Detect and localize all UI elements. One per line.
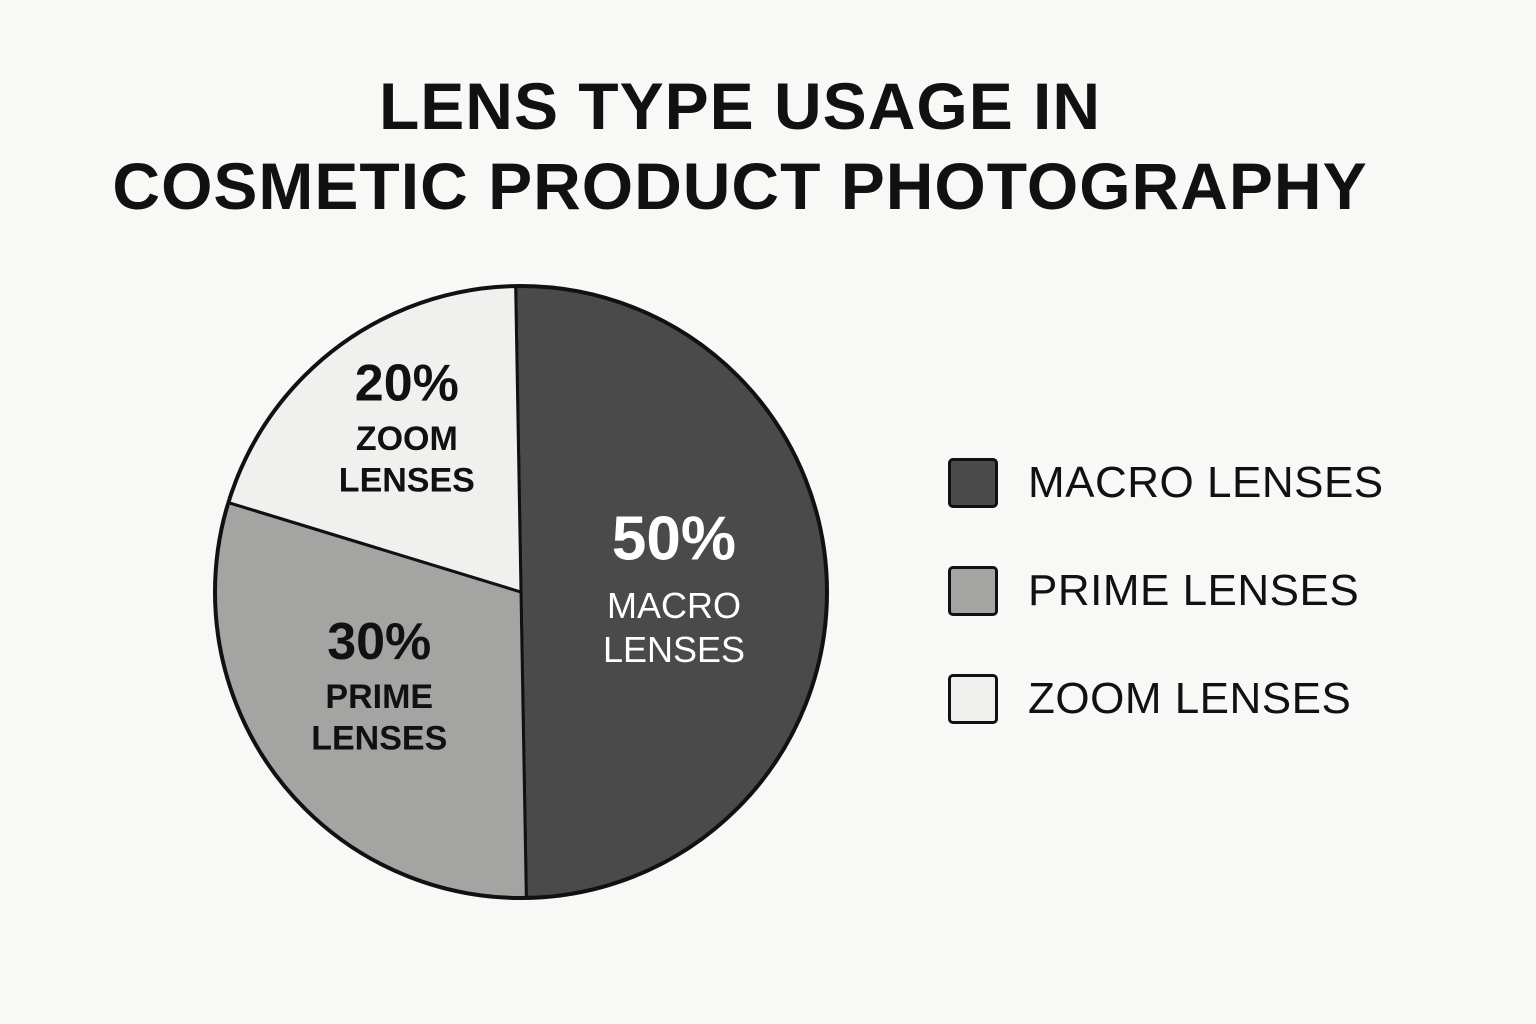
slice-label-line-prime-2: LENSES — [311, 720, 447, 758]
legend-label-macro: MACRO LENSES — [1028, 458, 1384, 507]
pie-labels: 50%MACROLENSES30%PRIMELENSES20%ZOOMLENSE… — [311, 354, 745, 757]
legend-item-zoom[interactable]: ZOOM LENSES — [948, 672, 1468, 726]
legend-item-prime[interactable]: PRIME LENSES — [948, 564, 1468, 618]
legend-swatch-zoom — [948, 674, 998, 724]
legend-label-prime: PRIME LENSES — [1028, 566, 1360, 615]
legend-swatch-macro — [948, 458, 998, 508]
slice-label-prime: 30% PRIME LENSES — [311, 613, 447, 758]
slice-percent-zoom: 20% — [355, 354, 459, 412]
legend-label-zoom: ZOOM LENSES — [1028, 674, 1352, 723]
slice-percent-prime: 30% — [327, 613, 431, 671]
legend-item-macro[interactable]: MACRO LENSES — [948, 456, 1468, 510]
slice-label-line-zoom-1: ZOOM — [356, 420, 458, 458]
chart-title-line-1: LENS TYPE USAGE IN — [378, 69, 1102, 143]
pie-outline — [213, 284, 829, 900]
slice-label-line-prime-1: PRIME — [325, 678, 433, 716]
slice-percent-macro: 50% — [612, 504, 736, 573]
chart-title-line-2: COSMETIC PRODUCT PHOTOGRAPHY — [112, 149, 1368, 223]
legend-swatch-prime — [948, 566, 998, 616]
slice-label-line-macro-2: LENSES — [603, 629, 745, 670]
legend: MACRO LENSES PRIME LENSES ZOOM LENSES — [948, 456, 1468, 780]
slice-label-line-macro-1: MACRO — [607, 585, 741, 626]
chart-title: LENS TYPE USAGE IN COSMETIC PRODUCT PHOT… — [0, 66, 1480, 226]
slice-label-line-zoom-2: LENSES — [339, 461, 475, 499]
